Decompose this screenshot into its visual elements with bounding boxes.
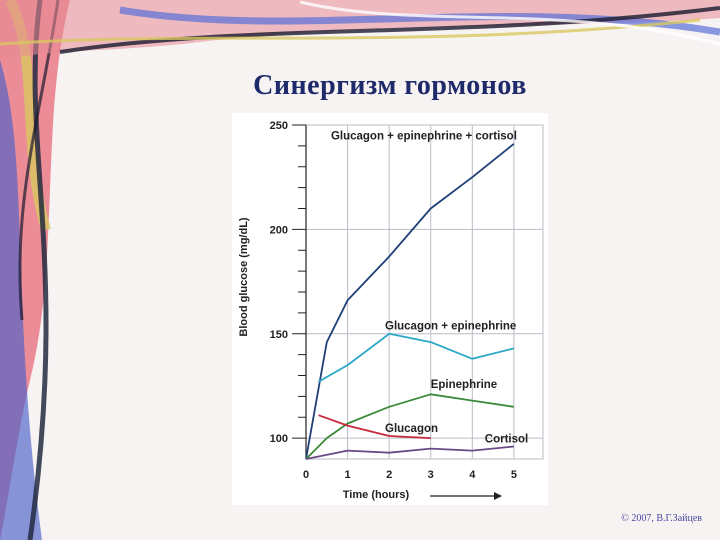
x-tick-label: 1 — [345, 469, 351, 481]
plot-border — [305, 124, 544, 460]
y-tick-label: 200 — [270, 224, 288, 236]
x-tick-label: 2 — [386, 469, 392, 481]
y-tick-label: 250 — [270, 120, 288, 132]
y-tick-label: 100 — [270, 433, 288, 445]
top-swoosh-dark — [59, 6, 720, 54]
series-line — [318, 332, 515, 383]
x-tick-label: 5 — [511, 469, 517, 481]
chart-panel: 100 150 200 250 0 1 2 3 4 5 Glucagon + epinephrin… — [232, 113, 548, 505]
top-swoosh-blue — [119, 6, 720, 36]
top-swoosh-yellow — [0, 18, 701, 46]
series-lines — [305, 143, 515, 460]
axes: 100 150 200 250 0 1 2 3 4 5 — [270, 120, 517, 500]
series-line — [318, 414, 431, 439]
series-line — [305, 143, 515, 460]
x-tick-label: 3 — [428, 469, 434, 481]
x-axis-title: Time (hours) — [343, 489, 410, 501]
slide-title: Синергизм гормонов — [253, 70, 527, 101]
series-label: Cortisol — [485, 433, 528, 445]
series-label: Glucagon + epinephrine + cortisol — [331, 131, 517, 143]
copyright-text: © 2007, В.Г.Зайцев — [621, 513, 702, 524]
y-axis-title: Blood glucose (mg/dL) — [238, 217, 250, 336]
top-swoosh-white — [299, 0, 720, 46]
series-label: Glucagon + epinephrine — [385, 321, 516, 333]
series-label: Epinephrine — [431, 379, 497, 391]
x-tick-label: 0 — [303, 469, 309, 481]
series-line — [305, 393, 515, 460]
left-swoosh-dark — [27, 0, 49, 540]
y-tick-label: 150 — [270, 329, 288, 341]
series-line — [305, 445, 514, 460]
x-tick-label: 4 — [469, 469, 476, 481]
series-label: Glucagon — [385, 423, 438, 435]
glucose-chart: 100 150 200 250 0 1 2 3 4 5 Glucagon + epinephrin… — [238, 120, 544, 501]
series-labels: Glucagon + epinephrine + cortisol Glucago… — [331, 131, 528, 446]
x-axis-arrow-head — [494, 492, 502, 500]
grid — [305, 124, 544, 460]
